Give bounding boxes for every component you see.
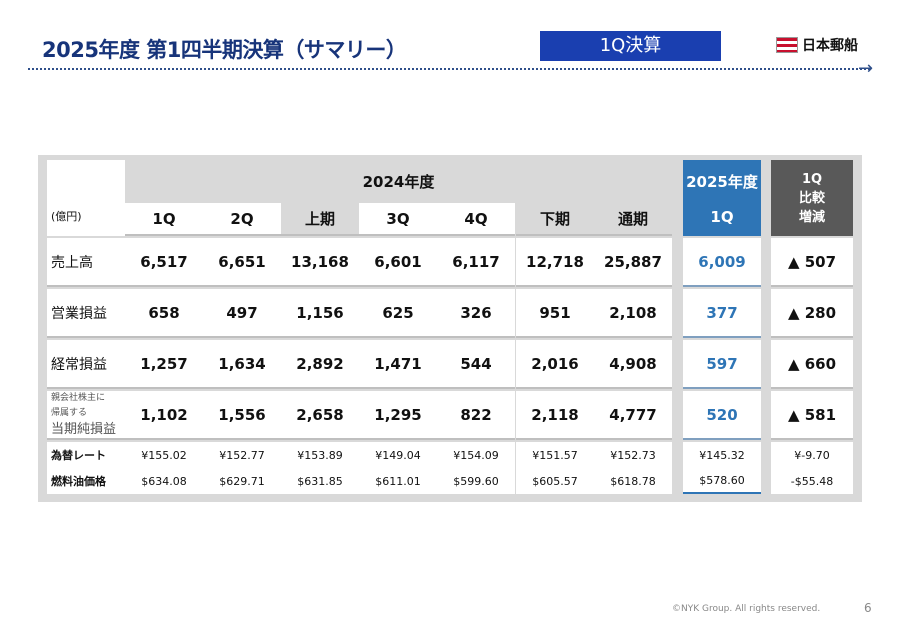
sub-value-cell: ¥152.77 bbox=[203, 442, 281, 468]
column-header: 4Q bbox=[437, 203, 515, 236]
value-cell: 1,471 bbox=[359, 340, 437, 389]
sub-value-cell: ¥149.04 bbox=[359, 442, 437, 468]
section-badge: 1Q決算 bbox=[540, 31, 721, 61]
value-cell: 1,556 bbox=[203, 391, 281, 440]
sub-value-cell: ¥151.57 bbox=[516, 442, 594, 468]
column-header: 2Q bbox=[203, 203, 281, 236]
diff-header-line: 1Q bbox=[801, 171, 823, 187]
fy2025-sub-value: ¥145.32 bbox=[683, 442, 761, 468]
sub-value-cell: $634.08 bbox=[125, 468, 203, 494]
fy2025-value: 597 bbox=[683, 340, 761, 389]
company-logo: 日本郵船 bbox=[776, 35, 858, 55]
row-label-line: 親会社株主に bbox=[51, 393, 106, 403]
sub-value-cell: $599.60 bbox=[437, 468, 515, 494]
fy2025-label: 2025年度 bbox=[686, 172, 758, 191]
value-cell: 2,108 bbox=[594, 289, 672, 338]
flag-icon bbox=[776, 37, 798, 53]
value-cell: 12,718 bbox=[516, 238, 594, 287]
value-cell: 2,892 bbox=[281, 340, 359, 389]
value-cell: 4,777 bbox=[594, 391, 672, 440]
value-cell: 13,168 bbox=[281, 238, 359, 287]
sub-value-cell: ¥153.89 bbox=[281, 442, 359, 468]
fy2025-q: 1Q bbox=[710, 207, 734, 226]
column-header: 1Q bbox=[125, 203, 203, 236]
value-cell: 6,651 bbox=[203, 238, 281, 287]
column-header: 通期 bbox=[594, 203, 672, 236]
row-label-line: 帰属する bbox=[51, 408, 88, 418]
diff-header-line: 増減 bbox=[798, 209, 825, 225]
value-cell: 625 bbox=[359, 289, 437, 338]
diff-header-line: 比較 bbox=[798, 190, 825, 206]
value-cell: 1,295 bbox=[359, 391, 437, 440]
unit-label: (億円) bbox=[47, 160, 125, 236]
row-label: 親会社株主に 帰属する当期純損益 bbox=[47, 391, 125, 440]
sub-value-cell: ¥155.02 bbox=[125, 442, 203, 468]
logo-text: 日本郵船 bbox=[802, 38, 858, 54]
value-cell: 658 bbox=[125, 289, 203, 338]
value-cell: 1,102 bbox=[125, 391, 203, 440]
fy2025-value: 6,009 bbox=[683, 238, 761, 287]
value-cell: 6,117 bbox=[437, 238, 515, 287]
diff-value: ▲ 507 bbox=[771, 238, 853, 287]
sub-value-cell: ¥154.09 bbox=[437, 442, 515, 468]
year-header-2024: 2024年度 bbox=[125, 160, 672, 203]
value-cell: 4,908 bbox=[594, 340, 672, 389]
year-header-2025: 2025年度 1Q bbox=[683, 160, 761, 236]
arrow-icon: → bbox=[858, 58, 874, 79]
page-title: 2025年度 第1四半期決算（サマリー） bbox=[42, 38, 407, 62]
copyright: ©NYK Group. All rights reserved. bbox=[672, 604, 821, 614]
diff-header: 1Q 比較増減 bbox=[771, 160, 853, 236]
sub-row-label: 燃料油価格 bbox=[47, 468, 125, 494]
diff-value: ▲ 581 bbox=[771, 391, 853, 440]
value-cell: 2,016 bbox=[516, 340, 594, 389]
divider bbox=[28, 68, 870, 70]
sub-value-cell: $618.78 bbox=[594, 468, 672, 494]
row-label: 営業損益 bbox=[47, 289, 125, 338]
row-label: 経常損益 bbox=[47, 340, 125, 389]
diff-value: ▲ 660 bbox=[771, 340, 853, 389]
value-cell: 326 bbox=[437, 289, 515, 338]
column-header: 下期 bbox=[516, 203, 594, 236]
value-cell: 1,634 bbox=[203, 340, 281, 389]
sub-value-cell: $631.85 bbox=[281, 468, 359, 494]
sub-value-cell: ¥152.73 bbox=[594, 442, 672, 468]
value-cell: 497 bbox=[203, 289, 281, 338]
fy2025-value: 377 bbox=[683, 289, 761, 338]
fy2025-value: 520 bbox=[683, 391, 761, 440]
value-cell: 2,118 bbox=[516, 391, 594, 440]
sub-row-label: 為替レート bbox=[47, 442, 125, 468]
diff-sub-value: -$55.48 bbox=[771, 468, 853, 494]
value-cell: 6,601 bbox=[359, 238, 437, 287]
value-cell: 951 bbox=[516, 289, 594, 338]
summary-table: (億円) 2024年度 1Q 2Q 上期 3Q 4Q 下期 通期 2025年度 1Q 1Q 比較 増減 売上… bbox=[38, 155, 862, 502]
diff-sub-value: ¥-9.70 bbox=[771, 442, 853, 468]
sub-value-cell: $629.71 bbox=[203, 468, 281, 494]
value-cell: 544 bbox=[437, 340, 515, 389]
value-cell: 1,156 bbox=[281, 289, 359, 338]
value-cell: 25,887 bbox=[594, 238, 672, 287]
column-header: 上期 bbox=[281, 203, 359, 236]
row-label: 売上高 bbox=[47, 238, 125, 287]
diff-value: ▲ 280 bbox=[771, 289, 853, 338]
fy2025-sub-value: $578.60 bbox=[683, 468, 761, 494]
page-number: 6 bbox=[864, 601, 872, 615]
value-cell: 2,658 bbox=[281, 391, 359, 440]
value-cell: 822 bbox=[437, 391, 515, 440]
sub-value-cell: $605.57 bbox=[516, 468, 594, 494]
value-cell: 6,517 bbox=[125, 238, 203, 287]
column-header: 3Q bbox=[359, 203, 437, 236]
value-cell: 1,257 bbox=[125, 340, 203, 389]
sub-value-cell: $611.01 bbox=[359, 468, 437, 494]
row-label-line: 当期純損益 bbox=[51, 422, 117, 437]
